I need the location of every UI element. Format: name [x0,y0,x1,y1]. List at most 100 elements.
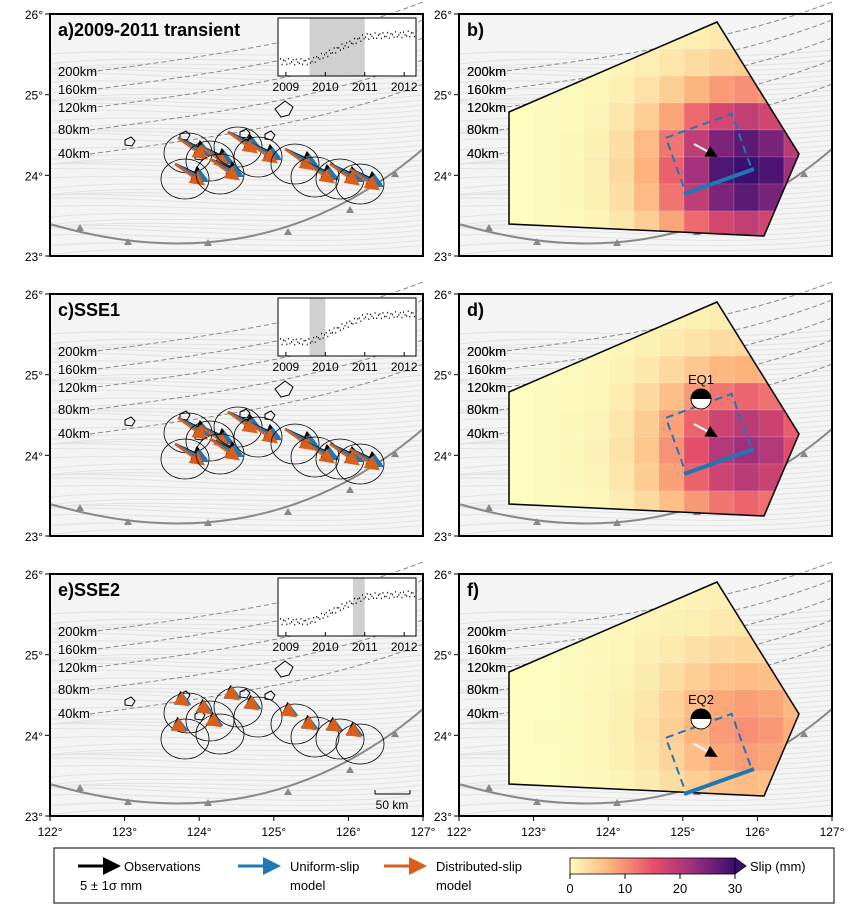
panel-title: e)SSE2 [58,580,120,600]
island [274,660,294,678]
lat-tick-label: 25° [25,89,43,103]
distributed-vector [349,167,381,191]
panel-frame [49,293,424,537]
distributed-vector [300,715,317,731]
lat-tick-label: 26° [434,288,452,302]
panel-title: f) [467,580,479,600]
trench-triangle [124,238,132,245]
inset-data [280,310,417,346]
island [124,416,136,427]
patch-top-edge [683,167,755,196]
trench-triangle [204,799,212,806]
inset-year-label: 2010 [312,80,339,94]
distributed-vector [325,717,342,733]
contour-label: 120km [467,380,506,395]
contour-label: 80km [467,682,499,697]
contour-label: 80km [58,402,90,417]
trench-triangle [613,239,621,246]
lon-tick-label: 124° [596,825,621,839]
distributed-vector [329,162,361,186]
contour-label: 200km [58,624,97,639]
contour-label: 40km [58,426,90,441]
lat-tick-label: 26° [25,568,43,582]
lat-tick-label: 24° [434,169,452,183]
lat-tick-label: 25° [434,369,452,383]
legend: Observations 5 ± 1σ mm Uniform-slip mode… [53,847,835,904]
distributed-vector [205,712,222,728]
contour-label: 80km [58,682,90,697]
contour-label: 200km [58,344,97,359]
contour-label: 40km [467,146,499,161]
contour-label: 120km [58,380,97,395]
distributed-vector [223,685,240,701]
distributed-vector [174,162,206,186]
distributed-vector [209,437,241,461]
lon-tick-label: 126° [745,825,770,839]
lat-tick-label: 23° [25,530,43,544]
depth-contour [89,281,424,353]
inset-year-label: 2009 [273,80,300,94]
trench-triangle [204,519,212,526]
contour-label: 120km [467,660,506,675]
patch-top-edge [683,767,755,796]
trench-triangle [346,486,354,493]
scale-bar-label: 50 km [376,798,409,812]
lon-tick-label: 126° [336,825,361,839]
panel-frame [458,13,833,257]
inset-year-label: 2011 [352,360,378,374]
distributed-vector [329,442,361,466]
contour-label: 200km [467,624,506,639]
distributed-vector [345,722,362,738]
trench-triangle [800,450,808,457]
depth-contour [89,643,424,715]
inset-year-label: 2010 [312,640,339,654]
lat-tick-label: 26° [25,288,43,302]
inset-year-label: 2009 [273,640,300,654]
contour-label: 160km [467,82,506,97]
contour-label: 80km [467,402,499,417]
lon-tick-label: 122° [447,825,472,839]
panel-b: 200km160km120km80km40km200km160km120km80… [434,1,833,264]
panel-title: b) [467,20,484,40]
lat-tick-label: 23° [434,810,452,824]
lon-tick-label: 123° [521,825,546,839]
lon-tick-label: 123° [112,825,137,839]
panel-frame [458,293,833,537]
legend-obs-scale: 5 ± 1σ mm [80,878,142,893]
contour-label: 80km [467,122,499,137]
contour-label: 40km [467,426,499,441]
trench-triangle [800,170,808,177]
legend-distributed-model: model [436,878,472,893]
inset-data [280,590,417,626]
distributed-vector [170,717,187,733]
island [124,136,136,147]
contour-label: 200km [467,344,506,359]
contour-label: 80km [467,402,499,417]
inset-year-label: 2010 [312,360,339,374]
contour-label: 80km [58,122,90,137]
distributed-vector [243,695,260,711]
trench-triangle [284,788,292,795]
trench-triangle [346,206,354,213]
contour-label: 40km [467,706,499,721]
lat-tick-label: 25° [434,89,452,103]
trench-triangle [204,239,212,246]
lat-tick-label: 23° [25,810,43,824]
contour-label: 80km [467,122,499,137]
trench-triangle [76,504,84,511]
panel-title: c)SSE1 [58,300,120,320]
contour-label: 160km [467,642,506,657]
lat-tick-label: 25° [25,649,43,663]
contour-label: 160km [467,362,506,377]
contour-label: 160km [467,362,506,377]
distributed-vector [280,702,297,718]
lon-tick-label: 127° [411,825,436,839]
island [274,380,294,398]
trench-triangle [124,798,132,805]
trench-triangle [533,238,541,245]
slip-grid [509,302,799,516]
panel-frame [458,573,833,817]
fault-outline [508,581,800,797]
distributed-vector [209,157,241,181]
lon-tick-label: 127° [820,825,845,839]
